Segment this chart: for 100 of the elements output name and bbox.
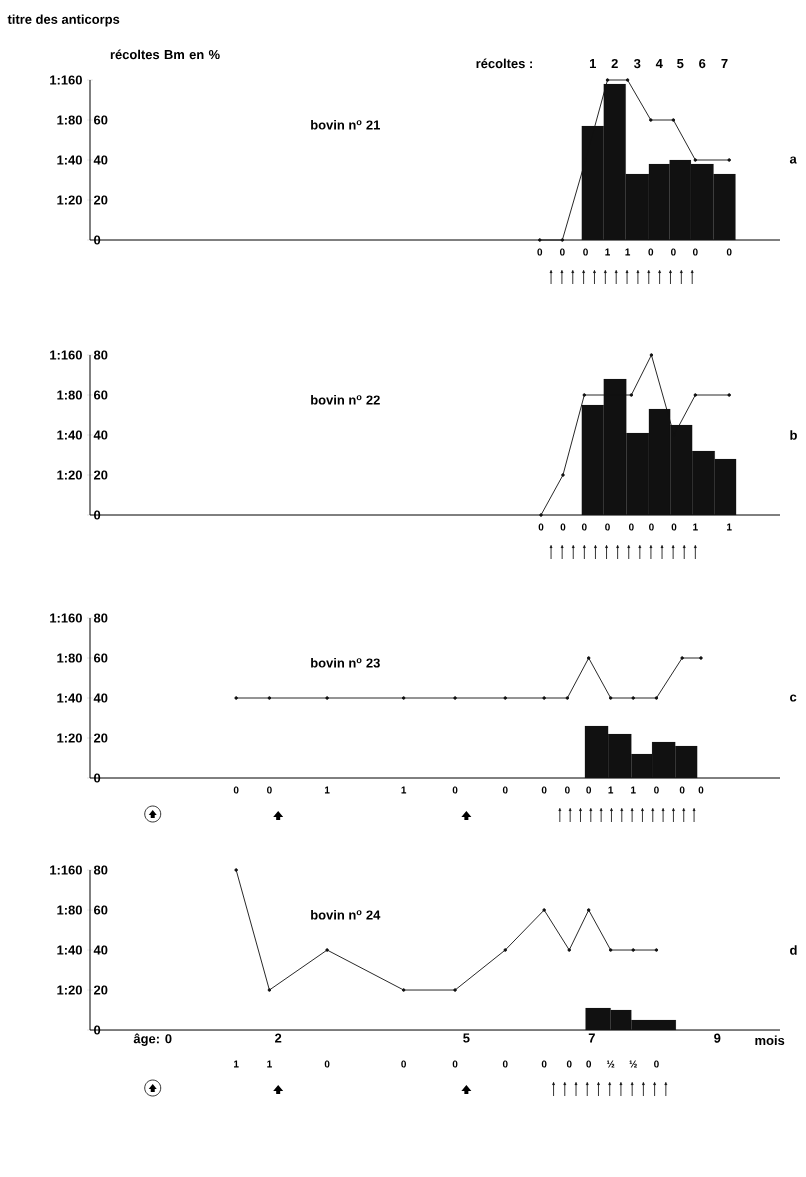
y-tick-label: 80 <box>93 613 108 623</box>
text: 1 <box>234 1060 239 1068</box>
y-tick-label: 0 <box>94 235 101 245</box>
y-tick-label: 60 <box>93 653 108 663</box>
category-label: 1:80 <box>57 115 82 125</box>
point <box>538 238 542 242</box>
x-tick-label: âge: 0 <box>133 1033 172 1046</box>
y2-axis-title: titre des anticorps <box>7 14 120 27</box>
category-label: 1:80 <box>57 653 82 663</box>
point <box>325 948 329 952</box>
text: 1 <box>401 786 407 794</box>
x-tick-label: 5 <box>463 1033 470 1043</box>
x-tick-label: 9 <box>714 1033 721 1043</box>
text: a <box>789 156 797 164</box>
category-label: 1:20 <box>57 985 82 995</box>
text: 0 <box>586 786 592 794</box>
point <box>693 158 698 162</box>
point <box>542 908 546 912</box>
text: 1 <box>727 523 732 531</box>
text: bovin n$^{o}$ 23 <box>311 658 380 668</box>
text: 0 <box>502 786 508 794</box>
y-tick-label: 40 <box>93 430 108 440</box>
point <box>234 868 238 872</box>
category-label: 1:80 <box>57 390 82 400</box>
y-tick-label: 60 <box>93 905 108 915</box>
text: d <box>790 945 797 955</box>
text: 0 <box>401 1060 407 1068</box>
point <box>654 948 659 952</box>
point <box>539 513 543 517</box>
text: 1 <box>267 1060 272 1068</box>
category-label: 1:160 <box>50 865 82 875</box>
text: 0 <box>324 1060 330 1068</box>
text: 1 <box>608 786 614 794</box>
point <box>503 948 508 952</box>
text: 0 <box>628 523 634 531</box>
x-tick-label: 7 <box>588 1033 595 1043</box>
text: 1 <box>589 59 597 68</box>
text: bovin n$^{o}$ 21 <box>311 120 380 130</box>
text: 0 <box>654 1060 659 1068</box>
text: 7 <box>721 59 728 68</box>
text: 6 <box>699 58 706 69</box>
text: ½ <box>606 1060 615 1068</box>
category-label: 1:160 <box>50 75 82 85</box>
text: 0 <box>679 786 685 794</box>
point <box>727 158 731 162</box>
point <box>649 118 653 122</box>
text: 0 <box>671 523 677 531</box>
point <box>608 948 613 952</box>
text: bovin n$^{o}$ 22 <box>311 395 380 405</box>
category-label: 1:80 <box>57 905 82 915</box>
text: 1 <box>693 523 698 531</box>
x-tick-label: 2 <box>275 1033 282 1043</box>
point <box>629 393 634 397</box>
text: 0 <box>670 248 676 256</box>
text: 0 <box>605 523 610 531</box>
y-tick-label: 60 <box>93 115 108 125</box>
y-tick-label: 80 <box>93 350 108 360</box>
y-axis-title: récoltes Bm en % <box>110 49 220 60</box>
point <box>649 353 654 357</box>
y-tick-label: 40 <box>93 945 108 955</box>
point <box>582 393 587 397</box>
category-label: 1:40 <box>57 430 82 440</box>
text: 0 <box>581 523 587 531</box>
y-tick-label: 20 <box>93 470 108 480</box>
point <box>567 948 571 952</box>
y-tick-label: 80 <box>93 865 108 875</box>
text: 0 <box>537 248 543 256</box>
text: 0 <box>692 248 698 256</box>
text: 0 <box>233 786 239 794</box>
y-tick-label: 20 <box>93 195 108 205</box>
text: 0 <box>583 248 588 256</box>
point <box>625 78 630 82</box>
text: 0 <box>538 523 544 531</box>
point <box>693 393 698 397</box>
y-tick-label: 60 <box>93 390 108 400</box>
text: 0 <box>648 248 654 256</box>
point <box>671 118 676 122</box>
text: récoltes : <box>476 58 532 69</box>
text: 4 <box>655 59 663 68</box>
y-tick-label: 0 <box>94 1025 101 1035</box>
text: 0 <box>559 248 565 256</box>
text: 3 <box>634 58 641 69</box>
text: ½ <box>629 1060 637 1068</box>
text: 5 <box>677 59 684 69</box>
x-axis-title: mois <box>755 1035 785 1046</box>
category-label: 1:40 <box>57 693 82 703</box>
text: 1 <box>631 786 636 794</box>
point <box>631 948 635 952</box>
point <box>401 988 406 992</box>
text: 0 <box>654 786 659 794</box>
point <box>586 908 591 912</box>
text: bovin n$^{o}$ 24 <box>311 910 381 920</box>
y-tick-label: 40 <box>93 693 108 703</box>
text: 0 <box>267 786 272 794</box>
text: 0 <box>698 786 704 794</box>
text: 0 <box>541 1060 547 1068</box>
point <box>560 238 565 242</box>
category-label: 1:40 <box>57 945 82 955</box>
text: 0 <box>541 786 547 794</box>
y-tick-label: 20 <box>93 733 108 743</box>
